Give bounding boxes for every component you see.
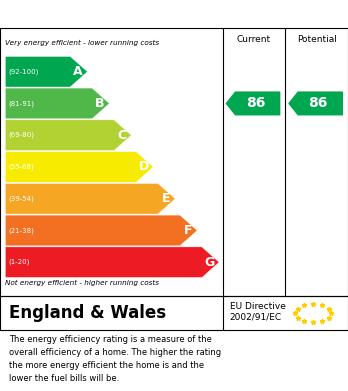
Text: Current: Current [237, 35, 271, 44]
Text: (81-91): (81-91) [8, 100, 34, 107]
Text: England & Wales: England & Wales [9, 304, 166, 322]
Polygon shape [288, 91, 343, 115]
Polygon shape [5, 56, 88, 87]
Polygon shape [5, 183, 175, 214]
Text: (92-100): (92-100) [8, 68, 38, 75]
Text: Energy Efficiency Rating: Energy Efficiency Rating [9, 7, 230, 22]
Text: Potential: Potential [297, 35, 337, 44]
Text: The energy efficiency rating is a measure of the
overall efficiency of a home. T: The energy efficiency rating is a measur… [9, 335, 221, 383]
Polygon shape [5, 247, 219, 278]
Text: (1-20): (1-20) [8, 259, 29, 265]
Text: (55-68): (55-68) [8, 164, 34, 170]
Text: C: C [117, 129, 126, 142]
Polygon shape [5, 88, 110, 119]
Polygon shape [226, 91, 280, 115]
Polygon shape [5, 215, 197, 246]
Text: B: B [95, 97, 105, 110]
Text: A: A [73, 65, 83, 78]
Text: Very energy efficient - lower running costs: Very energy efficient - lower running co… [5, 40, 159, 46]
Text: EU Directive
2002/91/EC: EU Directive 2002/91/EC [230, 302, 286, 321]
Polygon shape [5, 152, 153, 182]
Text: 86: 86 [246, 97, 265, 110]
Text: (39-54): (39-54) [8, 196, 34, 202]
Text: F: F [183, 224, 192, 237]
Text: Not energy efficient - higher running costs: Not energy efficient - higher running co… [5, 280, 159, 286]
Text: D: D [139, 160, 149, 174]
Text: E: E [161, 192, 170, 205]
Text: (21-38): (21-38) [8, 227, 34, 234]
Polygon shape [5, 120, 132, 151]
Text: 86: 86 [308, 97, 328, 110]
Text: G: G [205, 256, 215, 269]
Text: (69-80): (69-80) [8, 132, 34, 138]
